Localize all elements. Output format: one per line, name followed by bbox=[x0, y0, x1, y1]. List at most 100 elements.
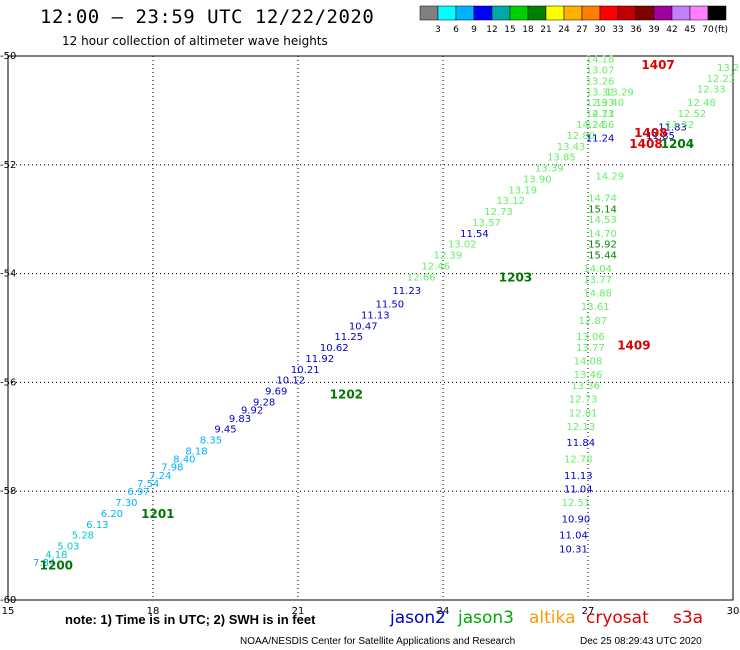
swh-data-label: 13.29 bbox=[605, 87, 634, 98]
colorbar-tick-label: 70 bbox=[702, 25, 714, 35]
colorbar-tick-label: 9 bbox=[471, 25, 477, 35]
swh-data-label: 7.98 bbox=[161, 463, 183, 474]
colorbar-tick-label: 18 bbox=[522, 25, 534, 35]
legend-altika: altika bbox=[529, 608, 576, 628]
swh-data-label: 12.23 bbox=[707, 74, 736, 85]
swh-data-label: 12.73 bbox=[484, 207, 513, 218]
colorbar-tick-label: 39 bbox=[648, 25, 660, 35]
plot-frame bbox=[7, 55, 734, 601]
y-tick-label: -56 bbox=[0, 377, 16, 388]
footer-note: note: 1) Time is in UTC; 2) SWH is in fe… bbox=[65, 612, 316, 627]
swh-data-label: 12.66 bbox=[407, 272, 436, 283]
time-label: 1407 bbox=[641, 58, 674, 72]
swh-data-label: 11.24 bbox=[586, 134, 615, 145]
swh-data-label: 6.97 bbox=[127, 487, 149, 498]
y-tick-label: -58 bbox=[0, 486, 16, 497]
legend-jason3: jason3 bbox=[458, 608, 514, 628]
swh-data-label: 11.83 bbox=[658, 123, 687, 134]
swh-data-label: 7.24 bbox=[149, 471, 171, 482]
swh-data-label: 8.40 bbox=[173, 455, 195, 466]
y-tick-label: -50 bbox=[0, 51, 16, 62]
footer-source: NOAA/NESDIS Center for Satellite Applica… bbox=[240, 636, 516, 647]
x-tick-label: 21 bbox=[292, 606, 305, 617]
swh-data-label: 14.08 bbox=[574, 357, 603, 368]
colorbar-tick-label: 15 bbox=[504, 25, 515, 35]
swh-data-label: 9.45 bbox=[214, 425, 236, 436]
swh-data-label: 12.56 bbox=[586, 120, 615, 131]
colorbar-tick-label: 36 bbox=[630, 25, 642, 35]
x-tick-label: 15 bbox=[2, 606, 15, 617]
swh-data-label: 12.52 bbox=[678, 109, 707, 120]
swh-data-label: 11.13 bbox=[361, 310, 390, 321]
swh-data-label: 13.40 bbox=[595, 98, 624, 109]
time-label: 1201 bbox=[141, 507, 174, 521]
swh-data-label: 8.35 bbox=[200, 436, 222, 447]
swh-data-label: 12.48 bbox=[687, 98, 716, 109]
swh-data-label: 14.88 bbox=[583, 289, 612, 300]
colorbar-tick-label: 33 bbox=[612, 25, 623, 35]
swh-data-label: 9.83 bbox=[229, 414, 251, 425]
x-tick-label: 27 bbox=[582, 606, 595, 617]
colorbar-tick-label: 24 bbox=[558, 25, 570, 35]
swh-data-label: 12.80 bbox=[566, 131, 595, 142]
time-label: 1202 bbox=[330, 387, 363, 401]
colorbar-tick-label: 21 bbox=[540, 25, 551, 35]
swh-data-label: 14.24 bbox=[576, 120, 605, 131]
x-tick-label: 24 bbox=[437, 606, 450, 617]
swh-data-label: 6.13 bbox=[86, 520, 108, 531]
swh-data-label: 9.69 bbox=[265, 387, 287, 398]
swh-data-label: 11.04 bbox=[564, 484, 593, 495]
swh-data-label: 9.28 bbox=[253, 397, 275, 408]
swh-data-label: 5.28 bbox=[72, 531, 94, 542]
swh-data-label: 13.61 bbox=[581, 302, 610, 313]
swh-data-label: 10.62 bbox=[320, 343, 349, 354]
swh-data-label: 15.14 bbox=[588, 204, 617, 215]
x-tick-label: 18 bbox=[147, 606, 160, 617]
swh-data-label: 11.54 bbox=[460, 229, 489, 240]
swh-data-label: 12.33 bbox=[697, 85, 726, 96]
swh-data-label: 14.04 bbox=[583, 264, 612, 275]
swh-data-label: 12.13 bbox=[566, 422, 595, 433]
swh-data-label: 11.13 bbox=[564, 471, 593, 482]
swh-data-label: 10.21 bbox=[291, 365, 320, 376]
swh-data-label: 13.77 bbox=[583, 275, 612, 286]
swh-data-label: 7.30 bbox=[115, 498, 137, 509]
time-label: 1203 bbox=[499, 270, 532, 284]
swh-data-label: 13.43 bbox=[557, 142, 586, 153]
swh-data-label: 13.2 bbox=[717, 63, 739, 74]
swh-data-label: 15.44 bbox=[588, 251, 617, 262]
swh-data-label: 14.18 bbox=[586, 55, 615, 66]
legend-s3a: s3a bbox=[673, 608, 704, 628]
swh-data-label: 13.26 bbox=[586, 76, 615, 87]
swh-data-label: 13.77 bbox=[576, 343, 605, 354]
time-label: 1200 bbox=[40, 559, 73, 573]
colorbar-swatch bbox=[707, 5, 727, 21]
swh-data-label: 13.12 bbox=[496, 196, 525, 207]
colorbar-tick-label: 27 bbox=[576, 25, 587, 35]
swh-data-label: 13.36 bbox=[571, 381, 600, 392]
swh-data-label: 13.46 bbox=[574, 370, 603, 381]
swh-data-label: 13.19 bbox=[508, 185, 537, 196]
swh-data-label: 12.87 bbox=[579, 316, 608, 327]
x-tick-label: 30 bbox=[727, 606, 740, 617]
chart-subtitle: 12 hour collection of altimeter wave hei… bbox=[62, 34, 328, 48]
swh-data-label: 14.29 bbox=[595, 172, 624, 183]
swh-data-label: 12.39 bbox=[434, 251, 463, 262]
swh-data-label: 10.31 bbox=[559, 544, 588, 555]
swh-data-label: 14.74 bbox=[588, 193, 617, 204]
swh-data-label: 13.02 bbox=[448, 240, 477, 251]
swh-data-label: 11.25 bbox=[334, 332, 363, 343]
swh-data-label: 7.54 bbox=[137, 479, 159, 490]
swh-data-label: 11.04 bbox=[559, 531, 588, 542]
swh-data-label: 13.06 bbox=[576, 332, 605, 343]
swh-data-label: 10.90 bbox=[562, 514, 591, 525]
y-tick-label: -60 bbox=[0, 595, 16, 606]
swh-data-label: 13.39 bbox=[535, 164, 564, 175]
colorbar-legend: 3 6 9 12 15 18 21 24 27 30 33 36 39 42 45 70 (ft) bbox=[419, 5, 728, 35]
swh-data-label: 8.18 bbox=[185, 446, 207, 457]
swh-data-label: 12.46 bbox=[421, 261, 450, 272]
colorbar-tick-label: 42 bbox=[666, 25, 677, 35]
time-label: 1408 bbox=[634, 126, 667, 140]
